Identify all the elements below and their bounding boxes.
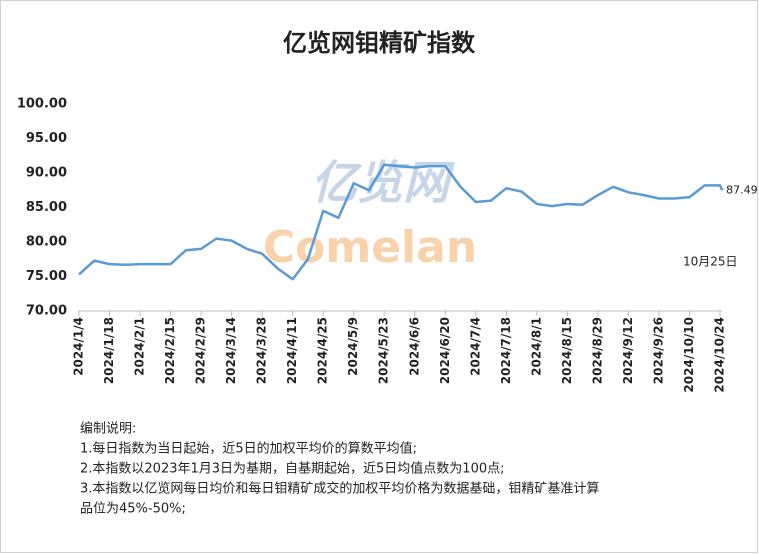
x-tick-label: 2024/2/15 xyxy=(163,317,177,384)
x-tick-label: 2024/2/29 xyxy=(194,317,208,384)
x-tick-label: 2024/1/4 xyxy=(72,317,86,376)
y-tick-label: 95.00 xyxy=(26,131,67,146)
y-tick-label: 80.00 xyxy=(26,235,67,250)
annotation: 10月25日 xyxy=(683,255,738,269)
x-tick-label: 2024/10/24 xyxy=(713,317,727,393)
x-tick-label: 2024/9/26 xyxy=(651,317,665,384)
note: 1.每日指数为当日起始，近5日的加权平均价的算数平均值; xyxy=(80,441,417,457)
x-tick-label: 2024/8/15 xyxy=(560,317,574,384)
end-label: 87.49 xyxy=(726,183,758,196)
note: 3.本指数以亿览网每日均价和每日钼精矿成交的加权平均价格为数据基础，钼精矿基准计… xyxy=(80,481,599,497)
line xyxy=(78,163,724,281)
chart-title: 亿览网钼精矿指数 xyxy=(283,29,476,57)
x-tick-label: 2024/4/11 xyxy=(285,317,299,384)
x-tick-label: 2024/1/18 xyxy=(102,317,116,384)
x-tick-label: 2024/9/12 xyxy=(621,317,635,384)
x-tick-label: 2024/7/18 xyxy=(499,317,513,384)
x-tick-label: 2024/6/20 xyxy=(438,317,452,384)
x-tick-label: 2024/6/6 xyxy=(407,317,421,376)
y-tick-label: 85.00 xyxy=(26,200,67,215)
x-tick-label: 2024/3/14 xyxy=(224,317,238,384)
x-tick-label: 2024/8/29 xyxy=(590,317,604,384)
y-tick-label: 75.00 xyxy=(26,269,67,284)
watermark: Comelan xyxy=(263,222,477,273)
note: 品位为45%-50%; xyxy=(80,502,186,517)
y-tick-label: 100.00 xyxy=(17,97,67,112)
x-tick-label: 2024/7/4 xyxy=(468,317,482,376)
watermark: 亿览网 xyxy=(311,156,455,210)
y-tick-label: 70.00 xyxy=(26,304,67,319)
x-tick-label: 2024/10/10 xyxy=(682,317,696,393)
x-tick-label: 2024/3/28 xyxy=(255,317,269,384)
x-tick-label: 2024/5/9 xyxy=(346,317,360,376)
note: 编制说明: xyxy=(80,422,136,437)
x-tick-label: 2024/2/1 xyxy=(133,317,147,376)
y-tick-label: 90.00 xyxy=(26,166,67,181)
note: 2.本指数以2023年1月3日为基期，自基期起始，近5日均值点数为100点; xyxy=(80,461,505,477)
x-tick-label: 2024/4/25 xyxy=(316,317,330,384)
x-tick-label: 2024/5/23 xyxy=(377,317,391,384)
x-tick-label: 2024/8/1 xyxy=(529,317,543,376)
